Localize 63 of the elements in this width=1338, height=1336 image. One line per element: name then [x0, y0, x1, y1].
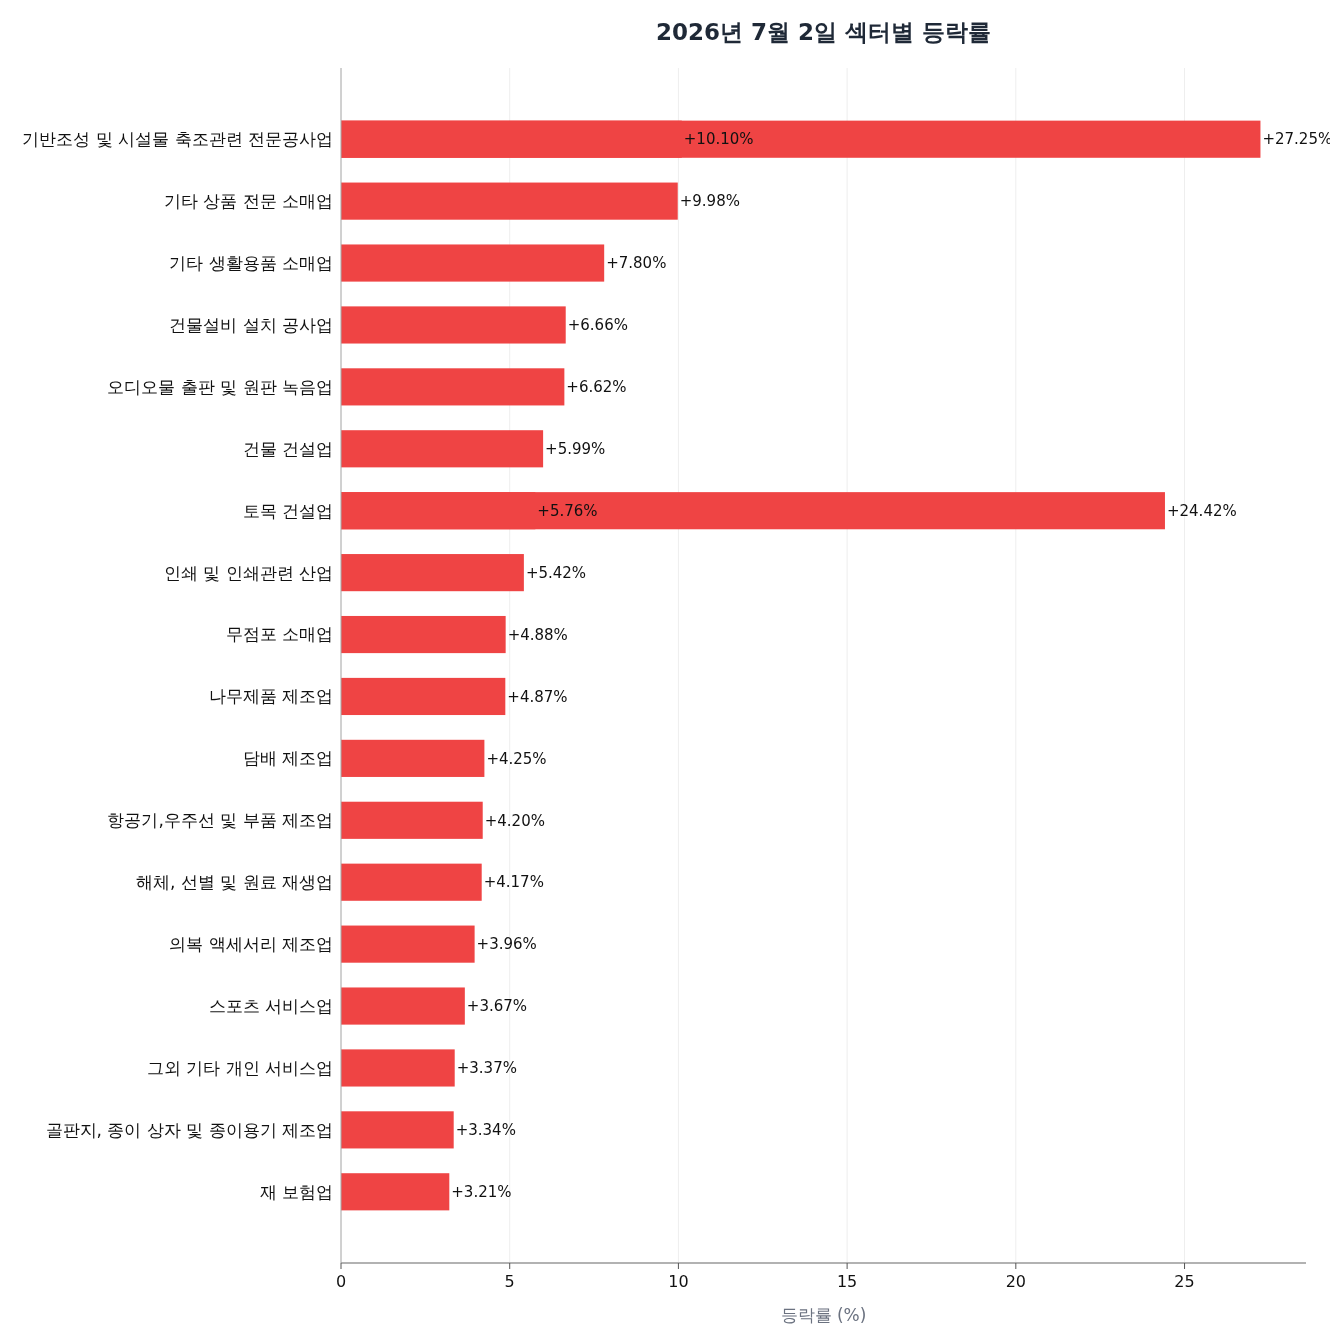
x-tick-label: 20	[1005, 1272, 1026, 1291]
y-tick-label: 건물설비 설치 공사업	[169, 314, 333, 335]
y-tick-label: 의복 액세서리 제조업	[169, 934, 333, 955]
data-label: +7.80%	[606, 254, 667, 273]
bar	[341, 615, 506, 654]
bar	[341, 244, 605, 282]
y-tick-label: 담배 제조업	[242, 748, 333, 769]
x-tick-label: 25	[1174, 1272, 1195, 1291]
data-label: +3.37%	[456, 1059, 517, 1078]
bar	[341, 182, 678, 220]
y-tick-label: 오디오물 출판 및 원판 녹음업	[107, 376, 333, 397]
data-label: +3.34%	[455, 1121, 516, 1140]
data-label: +4.25%	[486, 749, 547, 768]
y-tick-label: 해체, 선별 및 원료 재생업	[135, 872, 333, 893]
data-label: +5.42%	[525, 563, 587, 582]
bar	[341, 120, 1261, 158]
bar	[341, 925, 475, 963]
data-label: +10.10%	[683, 130, 754, 149]
data-label: +3.67%	[466, 997, 528, 1016]
y-tick-label: 나무제품 제조업	[208, 686, 333, 707]
bar	[341, 987, 465, 1025]
bar	[341, 306, 566, 344]
y-tick-label: 스포츠 서비스업	[208, 995, 333, 1016]
data-label: +6.66%	[567, 316, 628, 335]
y-tick-label: 골판지, 종이 상자 및 종이용기 제조업	[45, 1119, 333, 1140]
y-tick-label: 토목 건설업	[242, 500, 333, 521]
y-tick-label: 재 보험업	[259, 1181, 333, 1202]
bar	[341, 554, 524, 592]
x-axis-title: 등락률 (%)	[780, 1305, 867, 1325]
y-tick-label: 기타 생활용품 소매업	[169, 252, 333, 273]
data-label: +4.87%	[507, 687, 568, 706]
x-tick-label: 10	[668, 1272, 689, 1291]
y-tick-label: 기타 상품 전문 소매업	[163, 191, 333, 212]
bar	[341, 1111, 454, 1149]
bar	[341, 368, 565, 406]
data-label: +24.42%	[1166, 501, 1237, 520]
bar	[341, 677, 506, 716]
y-tick-label: 무점포 소매업	[225, 624, 333, 645]
y-tick-label: 건물 건설업	[242, 438, 333, 459]
x-tick-label: 15	[836, 1272, 858, 1291]
data-label: +4.17%	[483, 873, 544, 892]
bar	[341, 492, 1165, 530]
y-tick-label: 인쇄 및 인쇄관련 산업	[163, 562, 333, 583]
x-tick-label: 0	[335, 1272, 347, 1291]
y-tick-label: 기반조성 및 시설물 축조관련 전문공사업	[22, 129, 333, 150]
data-label: +5.99%	[545, 440, 606, 459]
y-tick-label: 항공기,우주선 및 부품 제조업	[107, 810, 333, 831]
data-label: +4.88%	[507, 625, 568, 644]
data-label: +5.76%	[537, 501, 598, 520]
bar	[341, 1049, 455, 1087]
data-label: +4.20%	[484, 811, 545, 830]
data-label: +3.96%	[476, 935, 537, 954]
bar	[341, 801, 483, 839]
data-label: +3.21%	[451, 1183, 512, 1202]
x-tick-label: 5	[504, 1272, 515, 1291]
bar	[341, 1173, 450, 1211]
bar	[341, 863, 482, 901]
bar	[341, 430, 544, 468]
data-label: +6.62%	[566, 378, 627, 397]
y-tick-label: 그외 기타 개인 서비스업	[146, 1057, 333, 1078]
chart-title: 2026년 7월 2일 섹터별 등락률	[655, 19, 992, 45]
data-label: +9.98%	[679, 192, 740, 211]
bar	[341, 739, 485, 777]
